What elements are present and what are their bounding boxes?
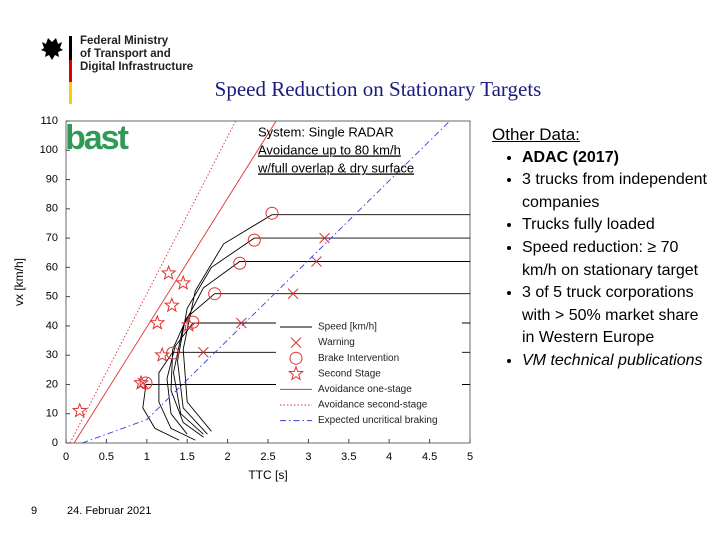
legend-label: Speed [km/h]: [318, 322, 377, 333]
notes: Other Data: ADAC (2017) 3 trucks from in…: [492, 124, 714, 373]
legend-label: Expected uncritical braking: [318, 415, 438, 426]
second-stage-marker: [180, 316, 197, 332]
brake-marker: [247, 233, 261, 247]
x-tick-label: 2: [225, 451, 231, 463]
x-tick-label: 3: [305, 451, 311, 463]
annotation: Avoidance up to 80 km/h: [258, 142, 401, 157]
legend-marker: [287, 365, 305, 381]
y-tick-label: 10: [46, 408, 58, 420]
brake-marker: [265, 206, 279, 220]
x-tick-label: 1: [144, 451, 150, 463]
x-tick-label: 0: [63, 451, 69, 463]
warning-marker: [198, 346, 209, 358]
x-tick-label: 4: [386, 451, 392, 463]
legend-label: Avoidance second-stage: [318, 400, 428, 411]
ministry-line: of Transport and: [80, 48, 171, 60]
flag-red: [69, 60, 72, 82]
ministry-logo: Federal Ministry of Transport and Digita…: [41, 35, 193, 104]
page-number: 9: [31, 505, 37, 517]
series-line: [73, 120, 277, 444]
plot: 0 10 20 30 40 50 60 70 80 90 100 110 0 0.5 1 1.5 2 2.5 3 3.…: [12, 115, 473, 482]
y-axis-label: vx [km/h]: [12, 258, 26, 306]
x-tick-label: 5: [467, 451, 473, 463]
legend-marker: [290, 337, 302, 348]
bast-logo: bast: [65, 119, 129, 157]
series-line: [142, 214, 470, 441]
slide-title: Speed Reduction on Stationary Targets: [215, 77, 542, 101]
brake-marker: [139, 376, 153, 390]
note-item: Speed reduction: ≥ 70 km/h on stationary…: [522, 237, 714, 282]
y-tick-label: 100: [40, 144, 58, 156]
y-tick-label: 80: [46, 203, 58, 215]
second-stage-marker: [175, 274, 192, 290]
note-item: VM technical publications: [522, 350, 714, 373]
eagle: [41, 38, 63, 60]
notes-list: ADAC (2017) 3 trucks from independent co…: [492, 147, 714, 373]
x-axis-label: TTC [s]: [248, 468, 287, 482]
flag-gold: [69, 82, 72, 104]
x-tick-label: 4.5: [422, 451, 437, 463]
second-stage-marker: [154, 346, 171, 362]
flag-black: [69, 36, 72, 60]
ministry-line: Digital Infrastructure: [80, 61, 193, 73]
x-tick-label: 3.5: [341, 451, 356, 463]
brake-marker: [208, 287, 222, 301]
x-tick-label: 1.5: [180, 451, 195, 463]
warning-marker: [287, 288, 299, 300]
y-tick-label: 40: [46, 320, 58, 332]
legend-label: Brake Intervention: [318, 353, 399, 364]
ministry-line: Federal Ministry: [80, 35, 169, 47]
legend-label: Second Stage: [318, 368, 381, 379]
y-tick-label: 30: [46, 349, 58, 361]
footer-date: 24. Februar 2021: [67, 505, 151, 517]
series-line: [82, 120, 451, 444]
second-stage-marker: [163, 296, 180, 313]
notes-heading: Other Data:: [492, 125, 580, 144]
note-item: Trucks fully loaded: [522, 214, 714, 237]
annotation: w/full overlap & dry surface: [257, 160, 414, 175]
y-tick-label: 20: [46, 378, 58, 390]
legend-marker: [289, 351, 303, 365]
warning-marker: [319, 232, 330, 244]
second-stage-marker: [133, 374, 150, 390]
warning-marker: [311, 256, 322, 267]
brake-marker: [233, 256, 247, 270]
legend-label: Avoidance one-stage: [318, 384, 412, 395]
second-stage-marker: [160, 264, 177, 281]
warning-marker: [235, 317, 247, 329]
x-tick-label: 2.5: [260, 451, 275, 463]
series-line: [69, 120, 237, 444]
second-stage-marker: [149, 314, 166, 330]
annotation: System: Single RADAR: [258, 124, 394, 139]
y-tick-label: 110: [40, 115, 58, 127]
note-item: 3 trucks from independent companies: [522, 169, 714, 214]
y-tick-label: 60: [46, 261, 58, 273]
second-stage-marker: [71, 402, 88, 418]
y-tick-label: 50: [46, 291, 58, 303]
note-item: ADAC (2017): [522, 147, 714, 170]
legend-label: Warning: [318, 337, 355, 348]
y-tick-label: 70: [46, 232, 58, 244]
legend-box: [276, 318, 462, 430]
x-tick-label: 0.5: [99, 451, 114, 463]
y-tick-label: 0: [52, 437, 58, 449]
note-item: 3 of 5 truck corporations with > 50% mar…: [522, 282, 714, 350]
y-tick-label: 90: [46, 173, 58, 185]
